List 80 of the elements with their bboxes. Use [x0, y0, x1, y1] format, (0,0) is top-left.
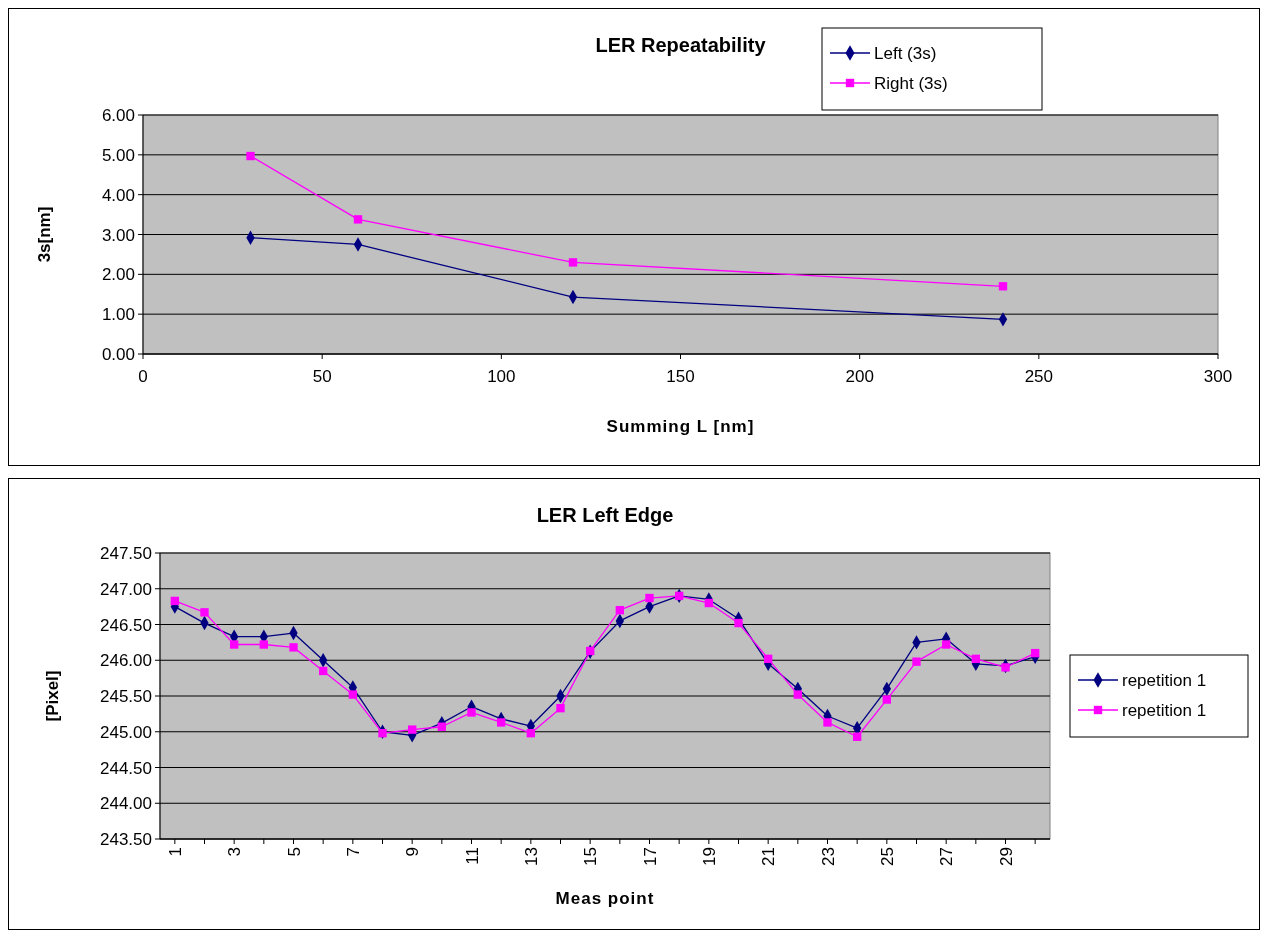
- y-tick-label: 247.50: [100, 544, 152, 563]
- x-tick-label: 1: [165, 847, 185, 857]
- x-tick-label: 27: [937, 847, 957, 866]
- x-tick-label: 5: [284, 847, 304, 857]
- y-axis-title: [Pixel]: [43, 670, 62, 722]
- point: [229, 640, 239, 649]
- x-tick-label: 13: [521, 847, 541, 866]
- point: [912, 657, 921, 666]
- y-tick-label: 246.50: [100, 615, 152, 635]
- x-tick-label: 23: [818, 847, 838, 866]
- x-tick-label: 17: [640, 847, 660, 866]
- point: [437, 722, 447, 731]
- legend-label: Right (3s): [874, 74, 948, 93]
- y-tick-label: 245.00: [100, 722, 152, 742]
- x-tick-label: 11: [462, 847, 482, 865]
- x-tick-label: 7: [343, 847, 363, 857]
- point: [318, 666, 328, 676]
- point: [467, 708, 476, 717]
- point: [556, 703, 565, 713]
- point: [998, 282, 1008, 291]
- y-tick-label: 244.00: [100, 794, 152, 814]
- point: [882, 695, 892, 704]
- y-axis-title: 3s[nm]: [35, 206, 54, 263]
- legend-label: repetition 1: [1122, 701, 1207, 720]
- x-tick-label: 0: [138, 367, 148, 386]
- chart-title: LER Left Edge: [536, 504, 674, 526]
- point: [1030, 648, 1040, 658]
- y-tick-label: 3.00: [101, 225, 135, 245]
- y-tick-label: 0.00: [101, 345, 135, 364]
- y-tick-label: 1.00: [101, 305, 135, 325]
- y-tick-label: 6.00: [101, 106, 135, 125]
- x-tick-label: 300: [1203, 367, 1233, 386]
- point: [704, 598, 714, 608]
- point: [348, 690, 358, 699]
- y-tick-label: 2.00: [101, 265, 135, 285]
- y-tick-label: 4.00: [101, 185, 135, 205]
- x-tick-label: 200: [845, 367, 874, 386]
- point: [246, 151, 255, 161]
- y-tick-label: 246.00: [100, 651, 152, 671]
- point: [793, 690, 803, 699]
- x-axis-title: Summing L [nm]: [606, 417, 755, 436]
- point: [526, 729, 536, 738]
- point: [734, 618, 743, 628]
- x-tick-label: 100: [487, 367, 516, 386]
- point: [645, 593, 654, 603]
- point: [496, 718, 506, 727]
- x-tick-label: 15: [581, 847, 601, 866]
- x-tick-label: 250: [1024, 367, 1054, 386]
- point: [407, 725, 417, 734]
- point: [289, 643, 298, 652]
- point: [1001, 663, 1010, 672]
- legend-label: repetition 1: [1122, 671, 1207, 690]
- x-tick-label: 25: [877, 847, 897, 866]
- x-tick-label: 19: [699, 847, 719, 866]
- y-tick-label: 5.00: [101, 145, 135, 165]
- y-tick-label: 244.50: [100, 758, 152, 778]
- x-axis-title: Meas point: [555, 889, 655, 908]
- point: [568, 258, 578, 267]
- x-tick-label: 29: [996, 847, 1016, 866]
- point: [971, 654, 981, 663]
- point: [378, 729, 387, 738]
- chart-title: LER Repeatability: [595, 34, 767, 56]
- x-tick-label: 9: [403, 847, 423, 857]
- x-tick-label: 3: [225, 847, 245, 857]
- x-tick-label: 50: [312, 367, 332, 386]
- legend-label: Left (3s): [874, 44, 937, 63]
- point: [615, 606, 625, 615]
- point: [259, 640, 269, 649]
- point: [852, 732, 862, 741]
- x-tick-label: 150: [666, 367, 695, 386]
- point: [200, 608, 209, 617]
- point: [170, 596, 180, 606]
- point: [823, 718, 832, 727]
- y-tick-label: 243.50: [100, 830, 152, 849]
- point: [353, 215, 363, 224]
- y-tick-label: 245.50: [100, 687, 152, 706]
- point: [763, 654, 773, 663]
- point: [941, 640, 951, 649]
- y-tick-label: 247.00: [100, 579, 152, 599]
- x-tick-label: 21: [759, 847, 779, 866]
